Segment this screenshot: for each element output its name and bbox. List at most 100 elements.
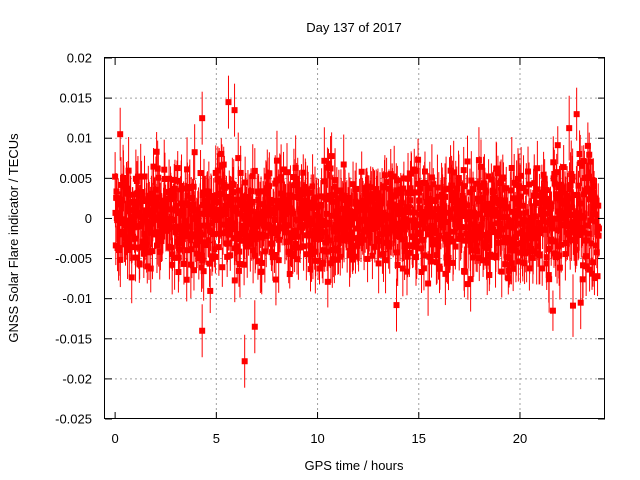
data-point xyxy=(586,151,593,158)
data-point xyxy=(267,224,274,231)
data-point xyxy=(209,206,216,213)
data-point xyxy=(338,192,345,199)
data-point xyxy=(266,170,273,177)
data-point xyxy=(374,194,381,201)
data-point xyxy=(230,189,237,196)
data-point xyxy=(479,215,486,222)
data-point xyxy=(204,197,211,204)
data-point xyxy=(200,268,207,275)
y-tick-label: -0.01 xyxy=(62,291,92,306)
data-point xyxy=(414,231,421,238)
data-point xyxy=(249,198,256,205)
data-point xyxy=(259,231,266,238)
data-point xyxy=(197,210,204,217)
data-point xyxy=(133,201,140,208)
data-point xyxy=(218,208,225,215)
data-point xyxy=(537,230,544,237)
data-point xyxy=(124,185,131,192)
data-point xyxy=(184,192,191,199)
data-point xyxy=(519,245,526,252)
data-point xyxy=(378,221,385,228)
data-point xyxy=(408,170,415,177)
data-point xyxy=(368,184,375,191)
data-point xyxy=(550,175,557,182)
data-point xyxy=(506,255,513,262)
data-point xyxy=(352,253,359,260)
data-point xyxy=(550,250,557,257)
data-point xyxy=(461,268,468,275)
data-point xyxy=(252,236,259,243)
data-point xyxy=(466,234,473,241)
data-point xyxy=(239,201,246,208)
data-point xyxy=(289,250,296,257)
data-point xyxy=(332,177,339,184)
data-point xyxy=(366,206,373,213)
data-point xyxy=(295,233,302,240)
data-point xyxy=(255,210,262,217)
data-point xyxy=(337,225,344,232)
data-point xyxy=(267,196,274,203)
data-point xyxy=(402,207,409,214)
data-point xyxy=(520,216,527,223)
y-tick-label: 0.015 xyxy=(59,91,92,106)
data-point xyxy=(500,214,507,221)
data-point xyxy=(263,232,270,239)
data-point xyxy=(244,243,251,250)
data-point xyxy=(354,242,361,249)
data-point xyxy=(296,194,303,201)
data-point xyxy=(486,271,493,278)
data-point xyxy=(401,248,408,255)
data-point xyxy=(251,323,258,330)
data-point xyxy=(590,205,597,212)
data-point xyxy=(209,220,216,227)
data-point xyxy=(199,115,206,122)
data-point xyxy=(251,167,258,174)
data-point xyxy=(301,198,308,205)
data-point xyxy=(311,234,318,241)
data-point xyxy=(139,213,146,220)
data-point xyxy=(162,205,169,212)
data-point xyxy=(417,185,424,192)
data-point xyxy=(523,188,530,195)
data-point xyxy=(126,220,133,227)
data-point xyxy=(375,260,382,267)
data-point xyxy=(330,256,337,263)
data-point xyxy=(215,230,222,237)
data-point xyxy=(168,206,175,213)
data-point xyxy=(263,190,270,197)
data-point xyxy=(364,183,371,190)
data-point xyxy=(223,205,230,212)
data-point xyxy=(433,227,440,234)
data-point xyxy=(385,243,392,250)
data-point xyxy=(407,197,414,204)
data-point xyxy=(590,183,597,190)
data-point xyxy=(329,192,336,199)
data-point xyxy=(257,201,264,208)
data-point xyxy=(233,243,240,250)
data-point xyxy=(375,207,382,214)
data-point xyxy=(543,187,550,194)
data-point xyxy=(375,238,382,245)
data-point xyxy=(569,302,576,309)
data-point xyxy=(144,218,151,225)
data-point xyxy=(521,232,528,239)
data-point xyxy=(141,230,148,237)
data-point xyxy=(588,193,595,200)
data-point xyxy=(199,231,206,238)
data-point xyxy=(198,222,205,229)
data-point xyxy=(507,187,514,194)
data-point xyxy=(166,175,173,182)
data-point xyxy=(327,260,334,267)
data-point xyxy=(551,180,558,187)
data-point xyxy=(516,199,523,206)
data-point xyxy=(404,189,411,196)
data-point xyxy=(529,254,536,261)
data-point xyxy=(501,197,508,204)
data-point xyxy=(556,264,563,271)
data-point xyxy=(135,244,142,251)
data-point xyxy=(300,169,307,176)
data-point xyxy=(347,238,354,245)
data-point xyxy=(147,207,154,214)
data-point xyxy=(394,261,401,268)
data-point xyxy=(391,173,398,180)
